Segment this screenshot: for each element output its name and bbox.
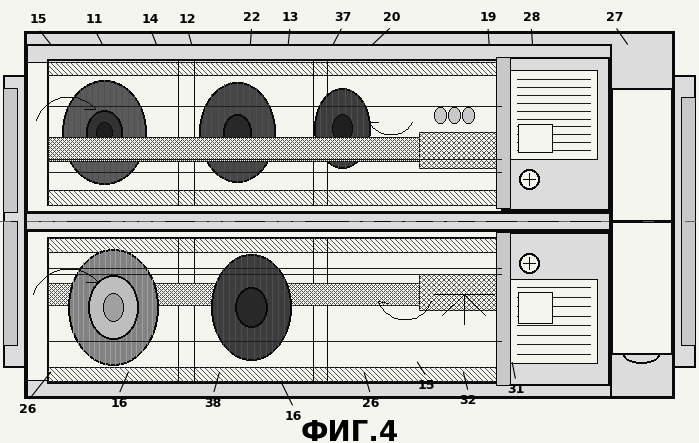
Text: 14: 14 (141, 13, 159, 27)
Text: 13: 13 (282, 11, 298, 24)
Text: 19: 19 (480, 11, 496, 24)
Text: 16: 16 (110, 396, 127, 410)
Text: 11: 11 (85, 13, 103, 27)
Text: 16: 16 (285, 410, 302, 423)
Text: 15: 15 (417, 379, 435, 392)
Text: 27: 27 (606, 11, 624, 24)
Text: 15: 15 (29, 13, 48, 27)
Text: 26: 26 (362, 396, 379, 410)
Text: 22: 22 (243, 11, 261, 24)
Text: 20: 20 (382, 11, 401, 24)
Text: ФИГ.4: ФИГ.4 (301, 419, 398, 443)
Text: 26: 26 (20, 403, 36, 416)
Text: 28: 28 (523, 11, 540, 24)
Text: 32: 32 (460, 394, 477, 408)
Text: 38: 38 (205, 396, 222, 410)
Text: 37: 37 (334, 11, 351, 24)
Text: 31: 31 (507, 383, 524, 396)
Text: 12: 12 (178, 13, 196, 27)
